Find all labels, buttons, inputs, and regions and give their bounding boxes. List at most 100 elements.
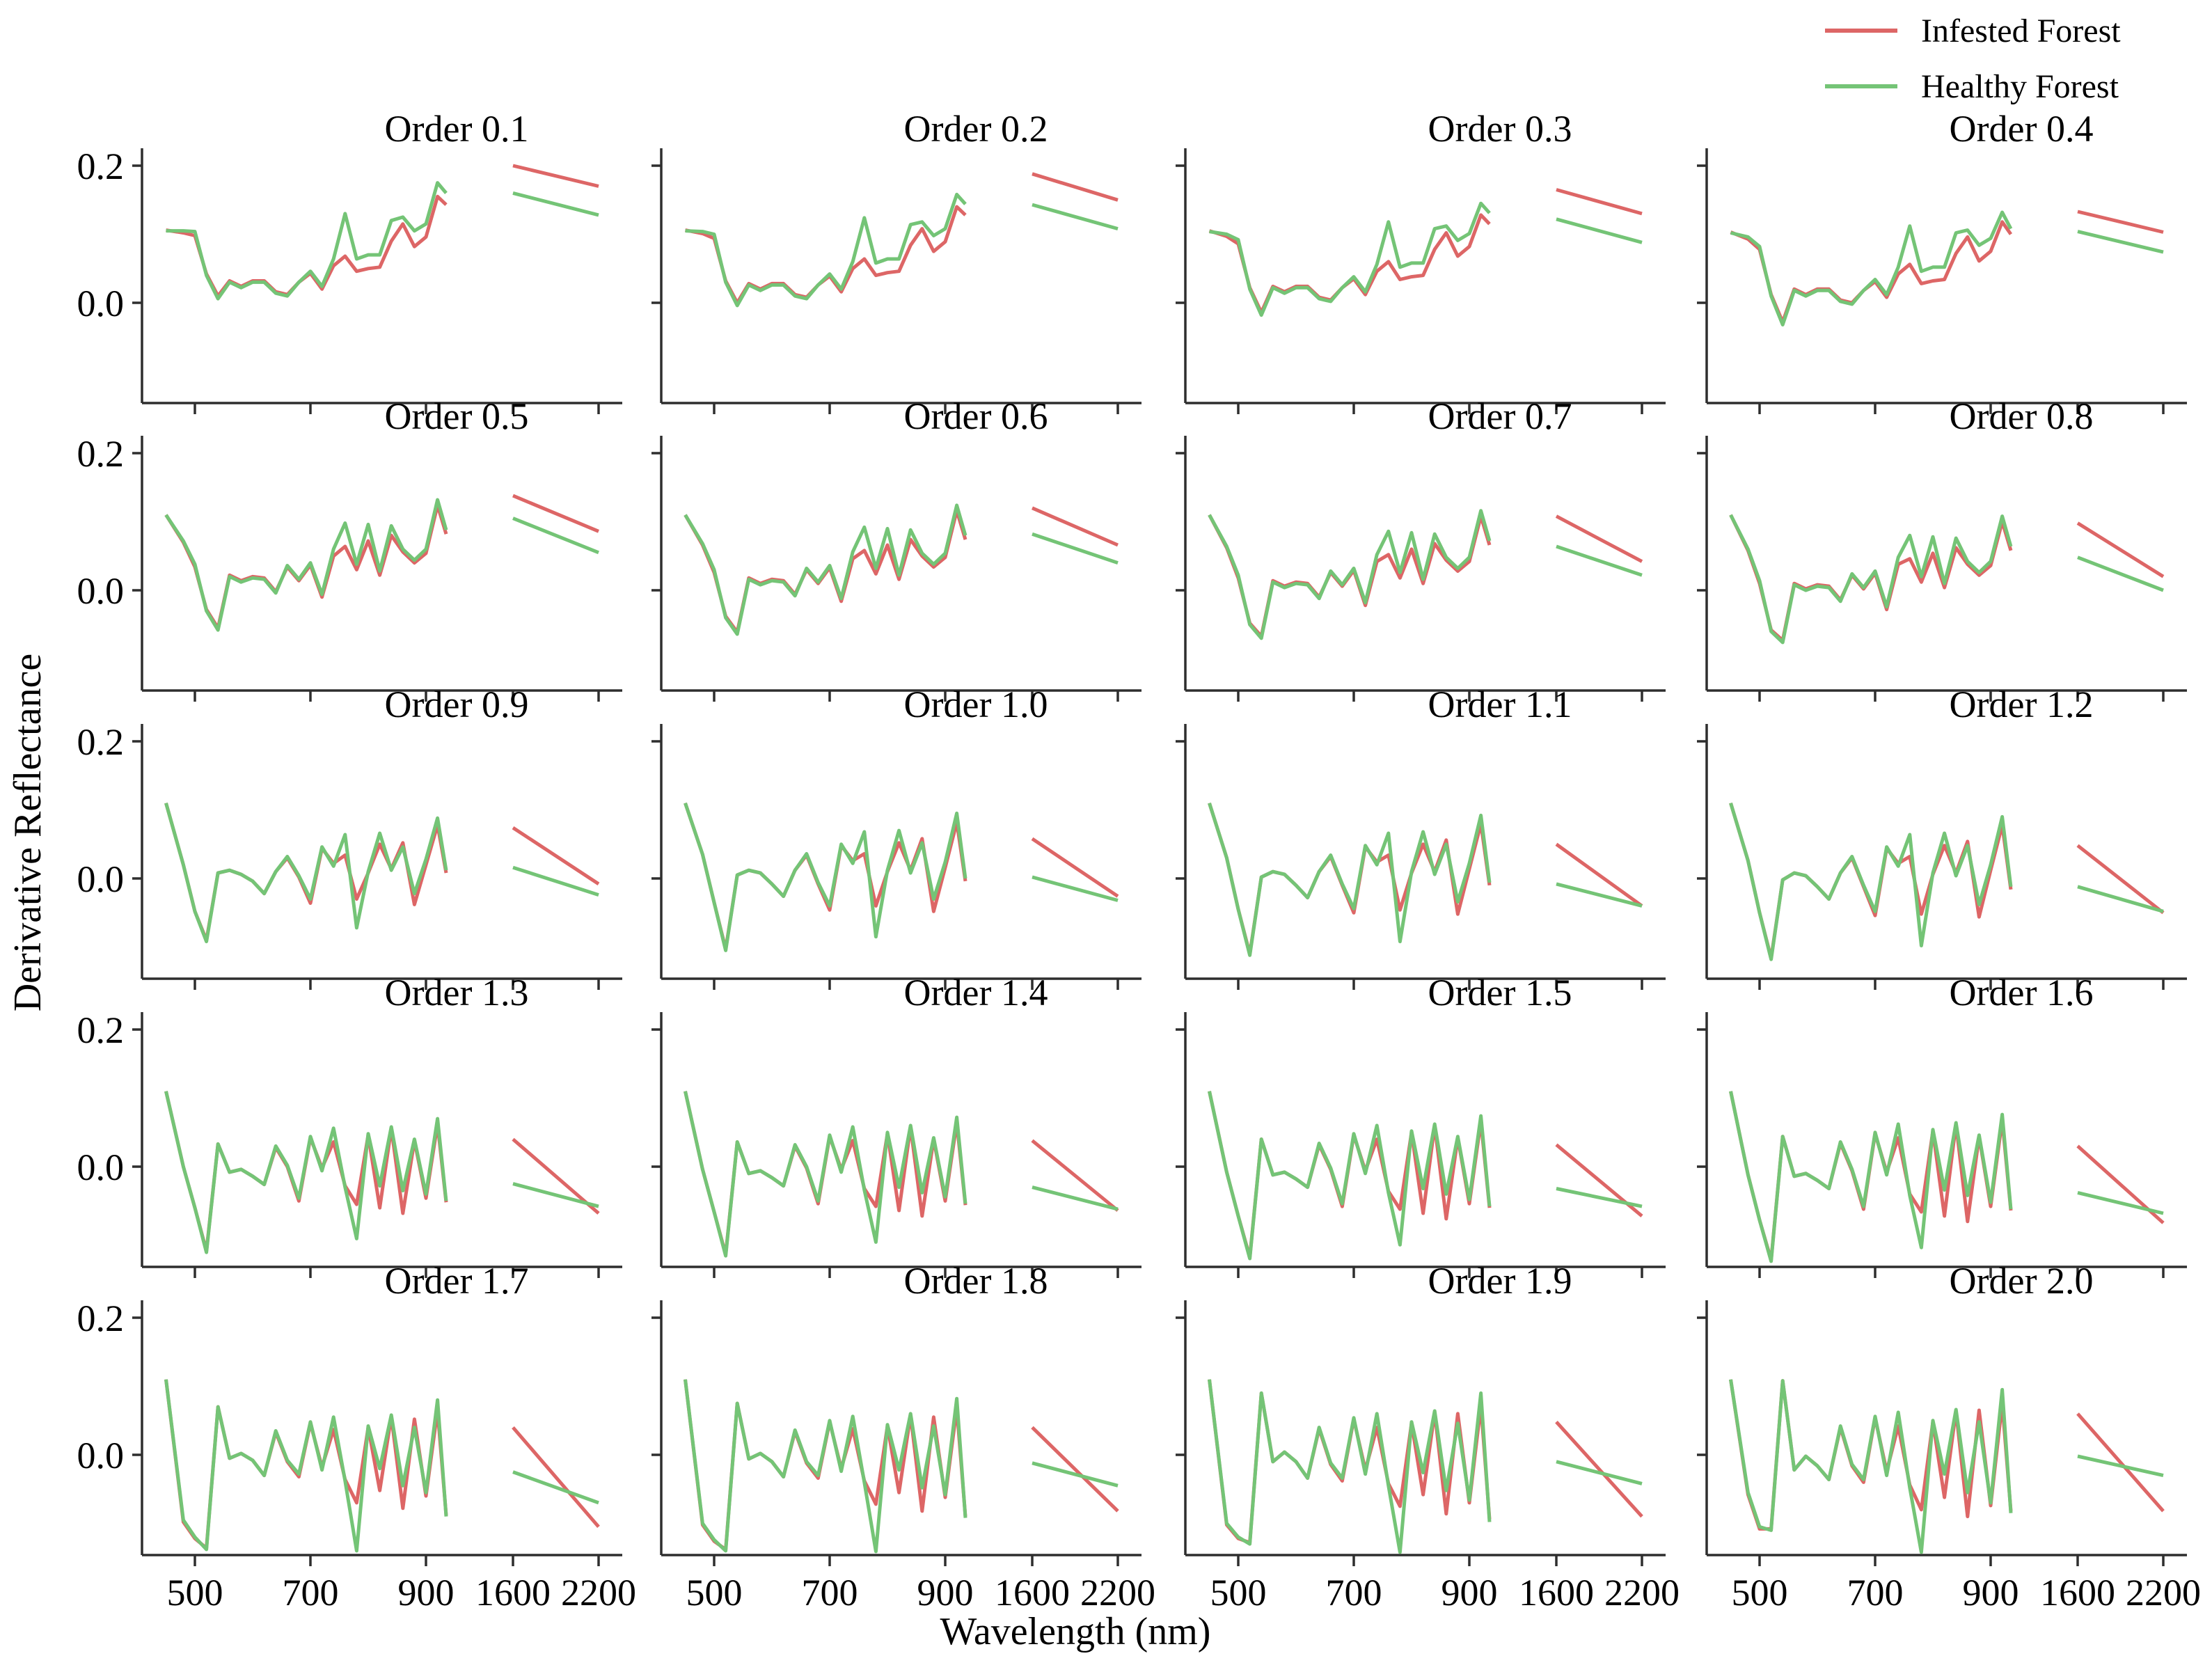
healthy-line-swir	[1556, 544, 1643, 577]
healthy-line-vnir	[164, 1379, 448, 1553]
healthy-line-vnir	[1729, 1379, 2013, 1554]
healthy-line-swir	[2077, 1190, 2164, 1215]
subplot: Order 0.3	[1176, 108, 1666, 414]
subplot-title: Order 1.8	[904, 1260, 1048, 1302]
subplot: 0.2 0.0 500 700 900 1600 2200 Order 1.7	[77, 1260, 637, 1614]
x-tick-label: 1600	[1519, 1572, 1594, 1614]
x-tick-label: 900	[1963, 1572, 2019, 1614]
subplot: 500 700 900 1600 2200 Order 1.9	[1176, 1260, 1680, 1614]
infested-line-swir	[2077, 210, 2164, 234]
x-tick-label: 700	[283, 1572, 339, 1614]
x-tick-label: 2200	[1604, 1572, 1680, 1614]
infested-line-swir	[512, 826, 600, 885]
subplot-title: Order 0.2	[904, 108, 1048, 150]
subplot-title: Order 1.7	[385, 1260, 529, 1302]
x-tick-label: 2200	[2126, 1572, 2201, 1614]
x-tick-label: 500	[1210, 1572, 1267, 1614]
infested-line-vnir	[1730, 220, 2013, 324]
subplot-title: Order 0.4	[1950, 108, 2094, 150]
healthy-line-swir	[512, 1470, 599, 1505]
infested-line-swir	[1555, 1421, 1643, 1518]
x-tick-label: 700	[802, 1572, 858, 1614]
healthy-line-swir	[1032, 203, 1119, 231]
x-tick-label: 900	[917, 1572, 974, 1614]
healthy-line-vnir	[684, 1091, 967, 1258]
subplot-title: Order 0.9	[385, 684, 529, 725]
healthy-line-vnir	[1729, 802, 2013, 961]
y-axis-label: Derivative Reflectance	[6, 653, 49, 1012]
healthy-line-vnir	[1208, 509, 1492, 640]
healthy-line-vnir	[1729, 514, 2013, 645]
x-tick-label: 900	[1441, 1572, 1498, 1614]
x-tick-label: 2200	[561, 1572, 636, 1614]
x-tick-label: 500	[1732, 1572, 1788, 1614]
subplot-title: Order 0.8	[1950, 395, 2094, 437]
subplot-title: Order 1.2	[1950, 684, 2094, 725]
healthy-line-vnir	[164, 803, 448, 944]
infested-line-swir	[2076, 844, 2165, 915]
x-tick-label: 700	[1847, 1572, 1904, 1614]
infested-line-swir	[512, 494, 599, 533]
subplot: Order 0.4	[1697, 108, 2187, 414]
healthy-line-vnir	[1208, 1379, 1492, 1554]
subplot-title: Order 0.5	[385, 395, 529, 437]
subplot-title: Order 1.9	[1428, 1260, 1572, 1302]
subplot-title: Order 0.6	[904, 395, 1048, 437]
healthy-line-swir	[512, 516, 599, 555]
healthy-line-vnir	[1208, 1091, 1492, 1261]
infested-line-swir	[1031, 1139, 1119, 1212]
subplot: 0.2 0.0 Order 1.3	[77, 972, 622, 1278]
subplot: Order 1.5	[1176, 972, 1666, 1278]
subplot: 0.2 0.0 Order 0.9	[77, 684, 622, 990]
healthy-line-vnir	[685, 192, 967, 308]
infested-line-swir	[1032, 172, 1119, 202]
healthy-line-swir	[2077, 555, 2164, 592]
healthy-line-swir	[1556, 217, 1643, 244]
subplot: Order 1.1	[1176, 684, 1666, 990]
healthy-line-swir	[1556, 882, 1643, 908]
infested-line-swir	[1031, 837, 1119, 898]
healthy-line-vnir	[164, 498, 448, 632]
x-tick-label: 1600	[2040, 1572, 2115, 1614]
healthy-line-vnir	[164, 1091, 448, 1254]
y-tick-label: 0.0	[77, 570, 125, 612]
subplot-title: Order 2.0	[1950, 1260, 2094, 1302]
legend: Infested Forest Healthy Forest	[1825, 8, 2121, 109]
y-tick-label: 0.2	[77, 721, 125, 763]
infested-line-swir	[1555, 842, 1643, 908]
subplot: 0.2 0.0 Order 0.1	[77, 108, 622, 414]
healthy-line-vnir	[684, 503, 967, 636]
healthy-line-vnir	[1208, 802, 1492, 957]
y-tick-label: 0.2	[77, 145, 125, 187]
subplot: Order 1.0	[651, 684, 1141, 990]
healthy-line-swir	[1032, 875, 1119, 902]
healthy-line-vnir	[1209, 201, 1491, 317]
y-tick-label: 0.0	[77, 1146, 125, 1188]
subplot: Order 0.2	[651, 108, 1141, 414]
infested-line-vnir	[1208, 802, 1492, 956]
healthy-line-vnir	[684, 802, 967, 952]
healthy-line-swir	[2077, 1454, 2164, 1478]
subplot-title: Order 1.1	[1428, 684, 1572, 725]
healthy-line-swir	[512, 191, 599, 217]
healthy-line-swir	[2077, 885, 2164, 913]
healthy-line-swir	[1556, 1187, 1643, 1208]
x-tick-label: 700	[1326, 1572, 1382, 1614]
healthy-line-vnir	[684, 1379, 967, 1554]
healthy-line-vnir	[1729, 1091, 2013, 1263]
healthy-line-swir	[1032, 532, 1119, 565]
x-tick-label: 1600	[475, 1572, 551, 1614]
subplot: Order 1.2	[1697, 684, 2187, 990]
healthy-line-vnir	[1730, 210, 2013, 326]
healthy-line-swir	[512, 1182, 599, 1208]
healthy-line-swir	[1032, 1461, 1119, 1488]
x-tick-label: 900	[398, 1572, 455, 1614]
subplot: Order 1.6	[1697, 972, 2187, 1278]
infested-line-swir	[2076, 1412, 2165, 1513]
subplot-title: Order 1.5	[1428, 972, 1572, 1014]
subplot: Order 0.8	[1697, 395, 2187, 702]
x-axis-label: Wavelength (nm)	[940, 1610, 1211, 1653]
subplot: 0.2 0.0 Order 0.5	[77, 395, 622, 702]
